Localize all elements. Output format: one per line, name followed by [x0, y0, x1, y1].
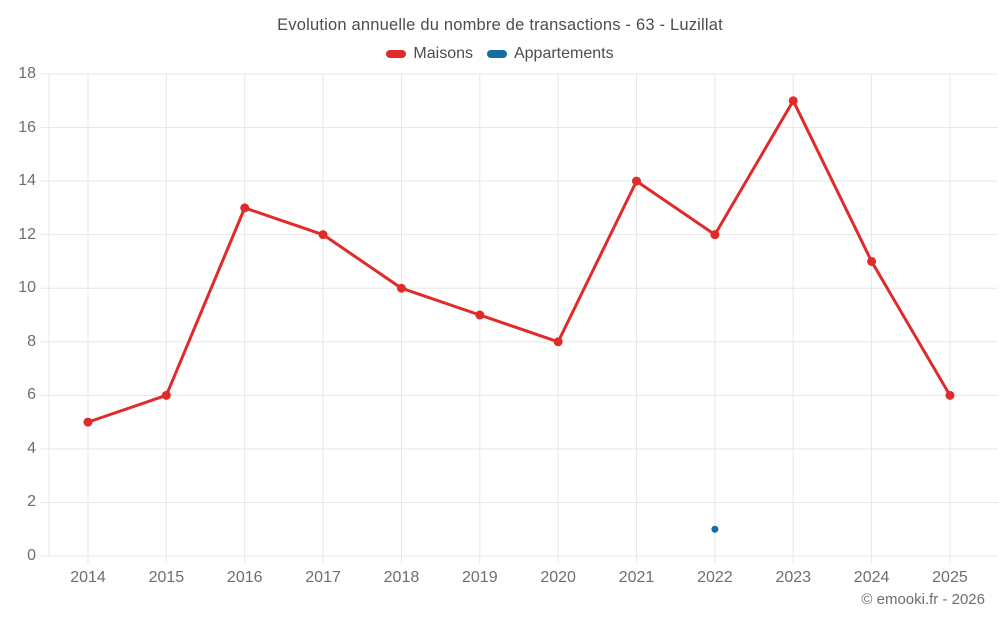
y-tick-label: 8 [27, 332, 36, 350]
legend-item-maisons[interactable]: Maisons [386, 45, 473, 63]
x-tick-label: 2024 [853, 569, 890, 586]
y-tick-label: 10 [18, 279, 36, 297]
maisons-series-swatch-icon [386, 50, 407, 58]
y-tick-label: 6 [27, 386, 36, 404]
data-point-maisons [710, 230, 720, 240]
y-tick-label: 14 [18, 172, 36, 190]
y-tick-label: 4 [27, 439, 36, 457]
x-tick-label: 2021 [618, 569, 655, 586]
x-tick-label: 2020 [540, 569, 576, 586]
data-point-maisons [318, 230, 328, 240]
x-tick-label: 2022 [697, 569, 733, 586]
data-point-maisons [396, 283, 406, 293]
chart-title: Evolution annuelle du nombre de transact… [277, 16, 723, 34]
data-point-maisons [945, 390, 955, 400]
x-tick-label: 2016 [226, 569, 263, 586]
data-point-maisons [475, 310, 485, 320]
x-tick-label: 2018 [383, 569, 420, 586]
legend-item-appartements[interactable]: Appartements [486, 45, 614, 63]
y-tick-label: 12 [18, 225, 36, 243]
data-point-maisons [632, 176, 642, 186]
data-point-maisons [788, 96, 798, 106]
x-tick-label: 2025 [932, 569, 968, 586]
x-tick-label: 2015 [148, 569, 185, 586]
appartements-series-swatch-icon [486, 50, 507, 58]
data-point-maisons [553, 337, 563, 347]
series-line-maisons [86, 99, 952, 424]
copyright-text: © emooki.fr - 2026 [861, 591, 985, 608]
chart-legend: Maisons Appartements [0, 45, 1000, 63]
x-tick-label: 2023 [775, 569, 812, 586]
data-point-maisons [161, 390, 171, 400]
data-point-maisons [240, 203, 250, 213]
y-tick-label: 16 [18, 118, 36, 136]
data-point-appartements [711, 525, 719, 533]
x-tick-label: 2017 [305, 569, 341, 586]
y-tick-label: 2 [27, 493, 36, 511]
y-tick-label: 18 [18, 65, 36, 82]
y-tick-label: 0 [27, 547, 36, 564]
x-tick-label: 2014 [70, 569, 106, 586]
data-point-maisons [83, 417, 93, 427]
x-tick-label: 2019 [462, 569, 498, 586]
legend-label-appartements: Appartements [513, 45, 614, 62]
data-point-maisons [867, 256, 877, 266]
legend-label-maisons: Maisons [413, 45, 473, 62]
